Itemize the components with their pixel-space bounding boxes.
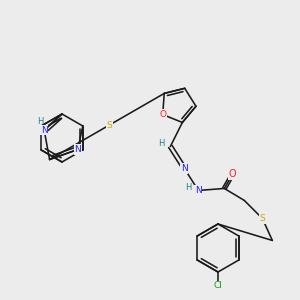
Text: N: N (74, 145, 81, 154)
Text: N: N (181, 164, 188, 173)
Text: N: N (195, 186, 202, 195)
Text: H: H (37, 117, 44, 126)
Text: O: O (229, 169, 236, 179)
Text: S: S (260, 214, 265, 223)
Text: H: H (185, 183, 191, 192)
Text: N: N (41, 126, 47, 135)
Text: S: S (106, 121, 112, 130)
Text: H: H (158, 139, 164, 148)
Text: O: O (159, 110, 166, 119)
Text: Cl: Cl (214, 281, 222, 290)
